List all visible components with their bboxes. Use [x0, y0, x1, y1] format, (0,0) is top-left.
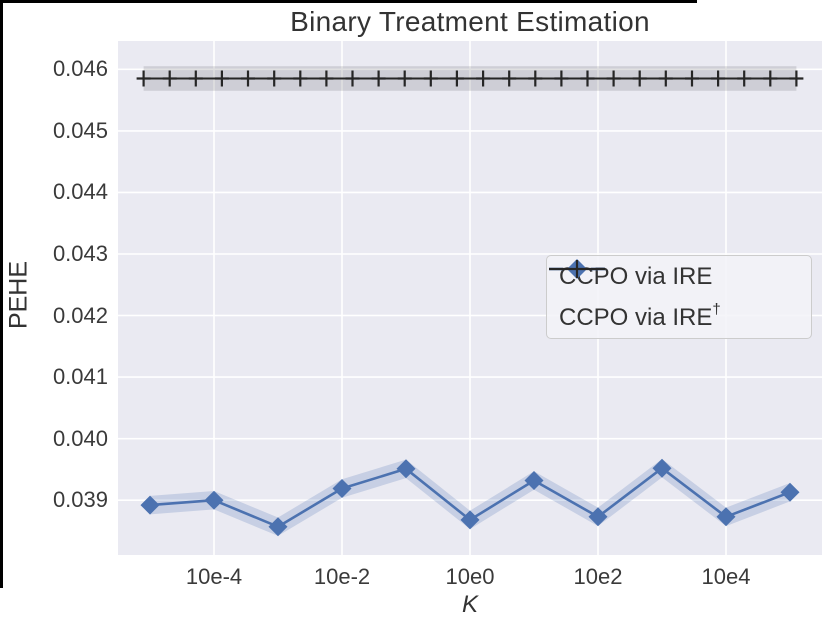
y-tick-label: 0.042 [52, 302, 108, 328]
dagger-superscript: † [712, 301, 721, 318]
chart-canvas [118, 41, 822, 555]
scan-border-left [0, 0, 3, 588]
series-ccpo-ire-dagger [136, 66, 804, 91]
series-ccpo-ire [140, 458, 800, 537]
y-tick-label: 0.043 [52, 240, 108, 266]
x-tick-label: 10e-2 [313, 564, 371, 589]
legend-row-ccpo-ire-dagger: CCPO via IRE† [549, 260, 801, 332]
legend: CCPO via IRE CCPO via IRE† [546, 255, 812, 339]
y-tick-label: 0.040 [52, 425, 108, 451]
x-axis-label: K [461, 591, 478, 618]
legend-marker-plus-icon [549, 260, 605, 278]
y-tick-label: 0.039 [52, 487, 108, 513]
scan-border-top [0, 0, 697, 3]
legend-label: CCPO via IRE† [559, 301, 721, 331]
x-tick-label: 10e4 [701, 564, 751, 589]
y-tick-label: 0.044 [52, 179, 108, 205]
x-tick-label: 10e2 [573, 564, 623, 589]
chart-title: Binary Treatment Estimation [290, 6, 650, 37]
y-tick-label: 0.041 [52, 364, 108, 390]
y-tick-label: 0.046 [52, 56, 108, 82]
plot-area: CCPO via IRE CCPO via IRE† [118, 41, 822, 555]
x-tick-label: 10e-4 [185, 564, 243, 589]
x-tick-label: 10e0 [445, 564, 495, 589]
y-tick-label: 0.045 [52, 117, 108, 143]
